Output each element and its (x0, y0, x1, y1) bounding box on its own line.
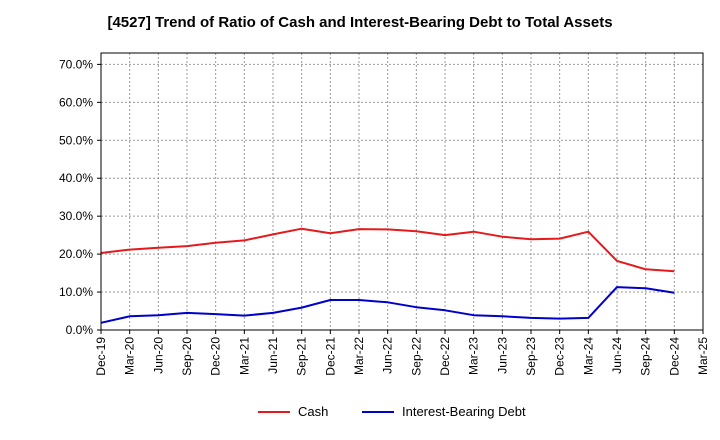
x-tick-label: Sep-24 (639, 337, 653, 376)
legend-item-debt: Interest-Bearing Debt (362, 404, 526, 419)
x-tick-label: Dec-19 (94, 337, 108, 376)
y-tick-label: 0.0% (66, 323, 94, 337)
x-tick-label: Sep-22 (409, 337, 423, 376)
x-tick-label: Jun-21 (266, 337, 280, 374)
y-tick-label: 30.0% (59, 209, 93, 223)
x-tick-label: Mar-22 (352, 337, 366, 375)
x-tick-label: Sep-21 (295, 337, 309, 376)
x-tick-label: Mar-21 (237, 337, 251, 375)
x-tick-label: Dec-22 (438, 337, 452, 376)
y-tick-label: 50.0% (59, 133, 93, 147)
plot-frame (100, 52, 704, 331)
x-tick-label: Jun-23 (495, 337, 509, 374)
legend-item-cash: Cash (258, 404, 328, 419)
x-axis-ticks: Dec-19 Mar-20 Jun-20 Sep-20 Dec-20 Mar-21 Jun-… (94, 330, 710, 376)
x-tick-label: Sep-23 (524, 337, 538, 376)
x-tick-label: Dec-24 (667, 337, 681, 376)
y-tick-label: 10.0% (59, 285, 93, 299)
x-tick-label: Jun-24 (610, 337, 624, 374)
x-tick-label: Jun-20 (151, 337, 165, 374)
legend: Cash Interest-Bearing Debt (0, 404, 720, 424)
x-tick-label: Mar-20 (123, 337, 137, 375)
series-line-cash (100, 227, 675, 273)
x-tick-label: Mar-24 (581, 337, 595, 375)
series-layer (100, 227, 675, 324)
x-tick-label: Mar-25 (696, 337, 710, 375)
x-tick-label: Dec-20 (209, 337, 223, 376)
x-tick-label: Mar-23 (467, 337, 481, 375)
y-tick-label: 40.0% (59, 171, 93, 185)
legend-swatch-cash (258, 410, 290, 413)
legend-swatch-debt (362, 410, 394, 413)
y-tick-label: 20.0% (59, 247, 93, 261)
legend-label-cash: Cash (298, 404, 329, 419)
x-tick-label: Dec-21 (323, 337, 337, 376)
y-tick-label: 70.0% (59, 57, 93, 71)
y-tick-label: 60.0% (59, 95, 93, 109)
y-axis-ticks: 0.0% 10.0% 20.0% 30.0% 40.0% 50.0% 60.0% 70.0% (59, 57, 101, 337)
x-tick-label: Jun-22 (381, 337, 395, 374)
legend-label-debt: Interest-Bearing Debt (402, 404, 526, 419)
grid-lines (101, 53, 703, 330)
series-line-interest-bearing-debt (100, 286, 675, 324)
x-tick-label: Sep-20 (180, 337, 194, 376)
x-tick-label: Dec-23 (553, 337, 567, 376)
chart-title: [4527] Trend of Ratio of Cash and Intere… (107, 14, 613, 31)
